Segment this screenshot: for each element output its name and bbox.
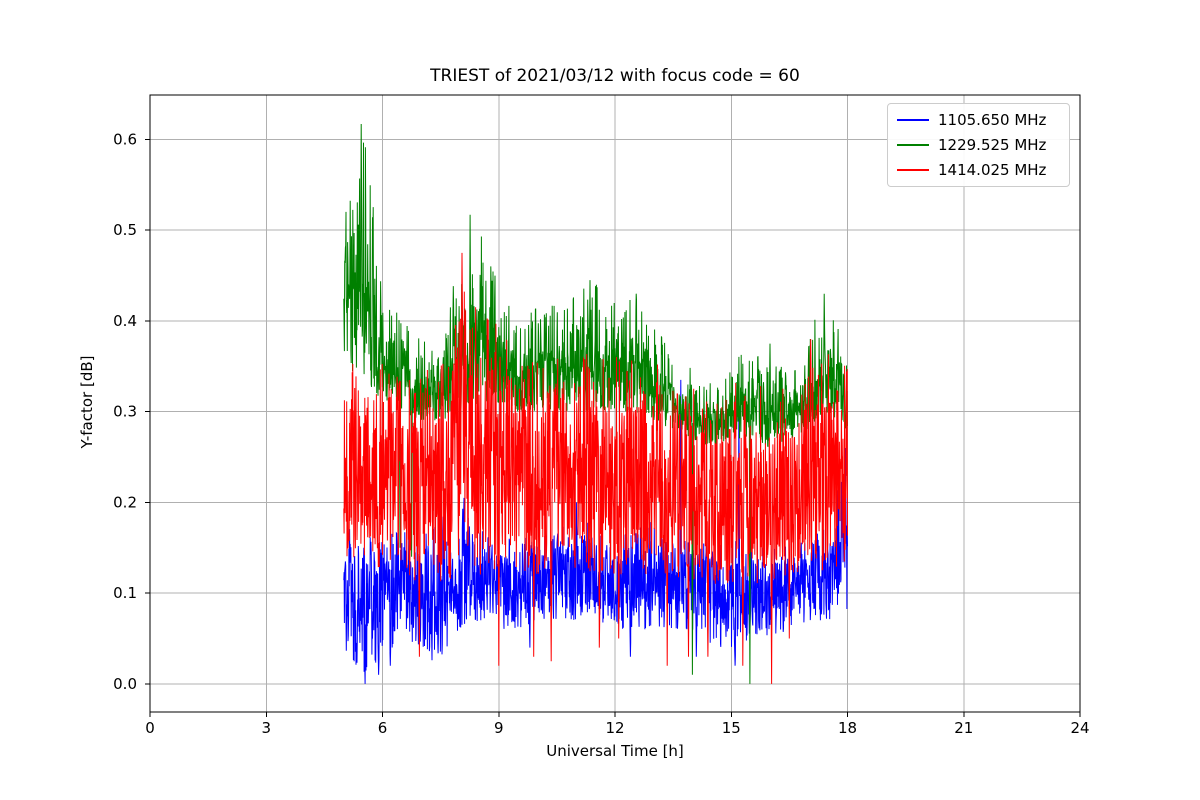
y-tick-label: 0.0 — [113, 675, 137, 693]
tick-marks — [145, 138, 1081, 717]
legend: 1105.650 MHz 1229.525 MHz 1414.025 MHz — [887, 103, 1070, 187]
x-tick-label: 18 — [838, 719, 857, 737]
series-lines — [343, 123, 848, 684]
x-axis-label: Universal Time [h] — [546, 742, 684, 760]
series-line-1105-650-mhz — [343, 379, 848, 684]
x-tick-label: 15 — [722, 719, 741, 737]
legend-label: 1105.650 MHz — [938, 110, 1047, 129]
y-tick-label: 0.5 — [113, 221, 137, 239]
legend-entry: 1229.525 MHz — [888, 132, 1069, 157]
legend-line-swatch-blue-icon — [897, 118, 929, 121]
legend-label: 1229.525 MHz — [938, 135, 1047, 154]
x-tick-label: 3 — [261, 719, 271, 737]
y-axis-label: Y-factor [dB] — [78, 355, 96, 449]
legend-entry: 1414.025 MHz — [888, 158, 1069, 183]
series-line-1414-025-mhz — [343, 252, 848, 684]
legend-entry: 1105.650 MHz — [888, 107, 1069, 132]
x-tick-label: 6 — [378, 719, 388, 737]
chart-title: TRIEST of 2021/03/12 with focus code = 6… — [430, 66, 800, 86]
legend-label: 1414.025 MHz — [938, 161, 1047, 180]
y-tick-label: 0.3 — [113, 403, 137, 421]
y-tick-label: 0.1 — [113, 584, 137, 602]
y-tick-label: 0.4 — [113, 312, 137, 330]
x-tick-label: 21 — [954, 719, 973, 737]
y-tick-label: 0.2 — [113, 493, 137, 511]
y-tick-label: 0.6 — [113, 130, 137, 148]
tick-labels: 0 3 6 9 12 15 18 21 24 0.0 0.1 0.2 0.3 0.4 0.5 0.6 — [113, 130, 1089, 737]
x-tick-label: 24 — [1070, 719, 1089, 737]
x-tick-label: 9 — [494, 719, 504, 737]
x-tick-label: 0 — [145, 719, 155, 737]
legend-line-swatch-red-icon — [897, 169, 929, 172]
legend-line-swatch-green-icon — [897, 143, 929, 146]
x-tick-label: 12 — [605, 719, 624, 737]
